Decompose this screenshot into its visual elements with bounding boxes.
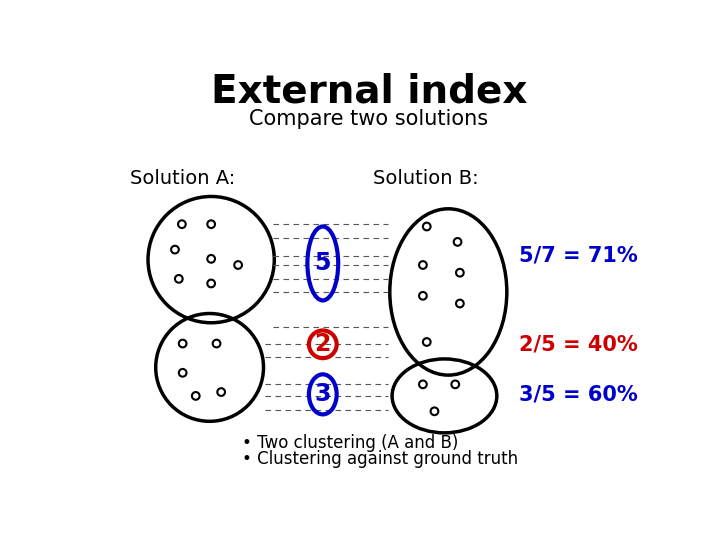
Circle shape bbox=[456, 300, 464, 307]
Text: 5/7 = 71%: 5/7 = 71% bbox=[519, 246, 638, 266]
Circle shape bbox=[419, 292, 427, 300]
Circle shape bbox=[431, 408, 438, 415]
Circle shape bbox=[234, 261, 242, 269]
Circle shape bbox=[178, 220, 186, 228]
Circle shape bbox=[456, 269, 464, 276]
Circle shape bbox=[454, 238, 462, 246]
Text: 2: 2 bbox=[315, 332, 331, 356]
Circle shape bbox=[171, 246, 179, 253]
Circle shape bbox=[192, 392, 199, 400]
Text: • Clustering against ground truth: • Clustering against ground truth bbox=[242, 450, 518, 468]
Text: 5: 5 bbox=[315, 252, 331, 275]
Circle shape bbox=[217, 388, 225, 396]
Text: 2/5 = 40%: 2/5 = 40% bbox=[519, 334, 638, 354]
Text: • Two clustering (A and B): • Two clustering (A and B) bbox=[242, 434, 459, 453]
Text: 3: 3 bbox=[315, 382, 331, 407]
Text: External index: External index bbox=[211, 72, 527, 111]
Circle shape bbox=[423, 338, 431, 346]
Circle shape bbox=[419, 261, 427, 269]
Circle shape bbox=[212, 340, 220, 347]
Text: 3/5 = 60%: 3/5 = 60% bbox=[519, 384, 638, 404]
Circle shape bbox=[207, 255, 215, 262]
Text: Solution A:: Solution A: bbox=[130, 168, 235, 188]
Circle shape bbox=[451, 381, 459, 388]
Circle shape bbox=[179, 369, 186, 377]
Circle shape bbox=[419, 381, 427, 388]
Circle shape bbox=[423, 222, 431, 231]
Circle shape bbox=[207, 280, 215, 287]
Circle shape bbox=[175, 275, 183, 283]
Circle shape bbox=[179, 340, 186, 347]
Circle shape bbox=[207, 220, 215, 228]
Text: Solution B:: Solution B: bbox=[373, 168, 479, 188]
Text: Compare two solutions: Compare two solutions bbox=[249, 110, 489, 130]
